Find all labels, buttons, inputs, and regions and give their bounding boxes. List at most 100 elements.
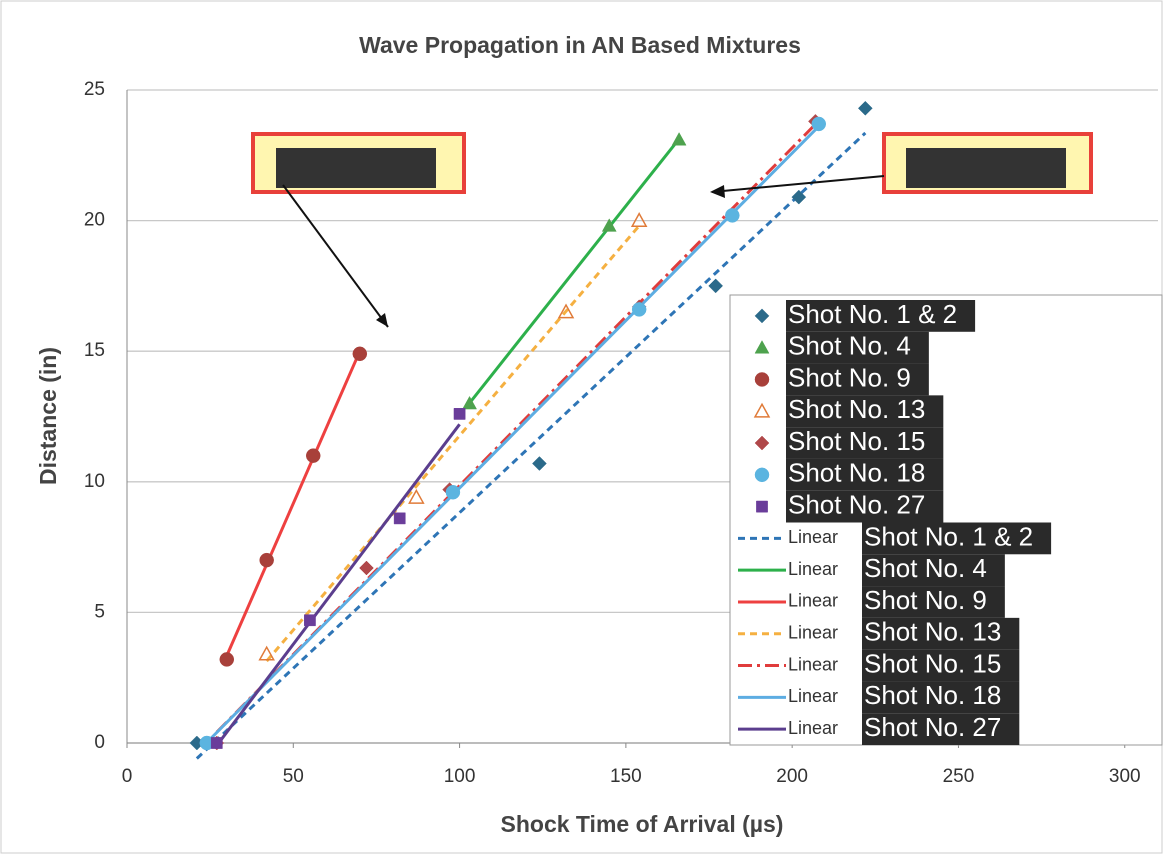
legend-item: Shot No. 27: [756, 489, 944, 523]
legend-item: Linear Shot No. 18: [738, 680, 1020, 714]
legend-label: Shot No. 9: [788, 362, 911, 392]
marker: [708, 278, 724, 294]
legend-label-bg: [862, 586, 1005, 618]
legend-item: Shot No. 13: [753, 394, 944, 428]
legend-label-bg: [786, 300, 976, 332]
trendline: [468, 137, 681, 404]
marker: [258, 645, 275, 661]
legend-label: Shot No. 15: [864, 648, 1001, 678]
marker: [210, 737, 223, 749]
legend-item: Shot No. 18: [754, 458, 944, 491]
x-tick-label: 250: [943, 766, 975, 787]
x-tick-label: 150: [610, 766, 642, 787]
marker: [754, 467, 770, 483]
y-tick-label: 20: [84, 210, 105, 231]
marker: [756, 500, 768, 513]
legend-label-bg: [862, 713, 1020, 745]
legend-label-bg: [786, 395, 944, 428]
marker: [725, 208, 740, 223]
y-tick-label: 5: [94, 601, 105, 622]
annotation-left: [251, 132, 466, 328]
chart-title: Wave Propagation in AN Based Mixtures: [359, 32, 801, 58]
marker: [811, 116, 827, 132]
marker: [857, 100, 873, 116]
trendlines: [195, 123, 867, 760]
marker: [393, 512, 406, 525]
y-tick-label: 0: [94, 732, 105, 753]
legend-label: Shot No. 13: [788, 394, 925, 424]
legend-label-bg: [862, 522, 1052, 555]
marker: [532, 456, 547, 471]
legend-prefix: Linear: [788, 686, 838, 706]
marker: [259, 552, 274, 568]
trendline: [195, 131, 867, 760]
legend-label: Shot No. 13: [864, 617, 1001, 647]
marker: [753, 402, 771, 418]
trendline: [205, 125, 820, 744]
legend-label: Shot No. 18: [788, 458, 925, 488]
legend-label-bg: [786, 331, 929, 364]
y-tick-label: 10: [84, 471, 105, 492]
x-tick-label: 100: [444, 766, 476, 787]
legend-item: Linear Shot No. 4: [738, 553, 1005, 587]
legend-label: Shot No. 15: [788, 426, 925, 456]
legend-item: Shot No. 1 & 2: [754, 299, 976, 332]
marker: [671, 132, 687, 146]
legend-item: Linear Shot No. 1 & 2: [738, 521, 1052, 555]
arrow: [282, 184, 389, 328]
x-tick-label: 200: [776, 766, 808, 787]
marker: [630, 212, 648, 227]
marker: [304, 614, 316, 627]
legend-label-bg: [862, 554, 1005, 587]
marker: [754, 435, 770, 451]
callout-inner: [906, 148, 1066, 188]
legend-label: Shot No. 4: [864, 553, 987, 583]
legend-item: Linear Shot No. 9: [738, 585, 1005, 618]
marker: [754, 308, 770, 324]
legend-item: Linear Shot No. 27: [738, 712, 1020, 745]
x-tick-label: 0: [122, 766, 133, 787]
legend-prefix: Linear: [788, 559, 838, 579]
marker: [408, 488, 425, 504]
legend-prefix: Linear: [788, 718, 838, 738]
legend-label: Shot No. 1 & 2: [864, 521, 1033, 551]
marker: [601, 218, 617, 232]
legend-label: Shot No. 1 & 2: [788, 299, 957, 329]
legend-item: Shot No. 9: [754, 362, 929, 396]
marker: [453, 408, 466, 420]
legend-label-bg: [862, 617, 1020, 650]
marker: [754, 372, 770, 387]
y-axis-title: Distance (in): [35, 347, 61, 485]
legend-prefix: Linear: [788, 654, 838, 674]
legend-item: Linear Shot No. 15: [738, 648, 1020, 682]
marker: [219, 652, 235, 667]
marker: [445, 485, 461, 500]
legend-label-bg: [862, 649, 1020, 682]
x-tick-label: 50: [283, 766, 304, 787]
marker: [754, 340, 770, 354]
marker: [462, 395, 477, 410]
x-tick-label: 300: [1109, 766, 1141, 787]
legend-label: Shot No. 18: [864, 680, 1001, 710]
y-tick-label: 25: [84, 79, 105, 100]
legend-prefix: Linear: [788, 623, 838, 643]
legend-label-bg: [786, 363, 929, 396]
legend-prefix: Linear: [788, 527, 838, 547]
legend-item: Shot No. 4: [754, 331, 929, 364]
legend-label-bg: [786, 458, 944, 491]
y-tick-label: 15: [84, 340, 105, 361]
trendline: [215, 423, 461, 747]
legend-label: Shot No. 27: [864, 712, 1001, 742]
marker: [352, 346, 368, 362]
legend-label-bg: [786, 490, 944, 523]
legend-item: Linear Shot No. 13: [738, 617, 1020, 650]
legend-label: Shot No. 27: [788, 489, 925, 519]
legend-label-bg: [862, 681, 1020, 714]
marker: [359, 560, 374, 576]
marker: [557, 303, 575, 319]
legend-item: Shot No. 15: [754, 426, 944, 459]
annotation-right: [710, 132, 1093, 198]
callout-inner: [276, 148, 436, 188]
